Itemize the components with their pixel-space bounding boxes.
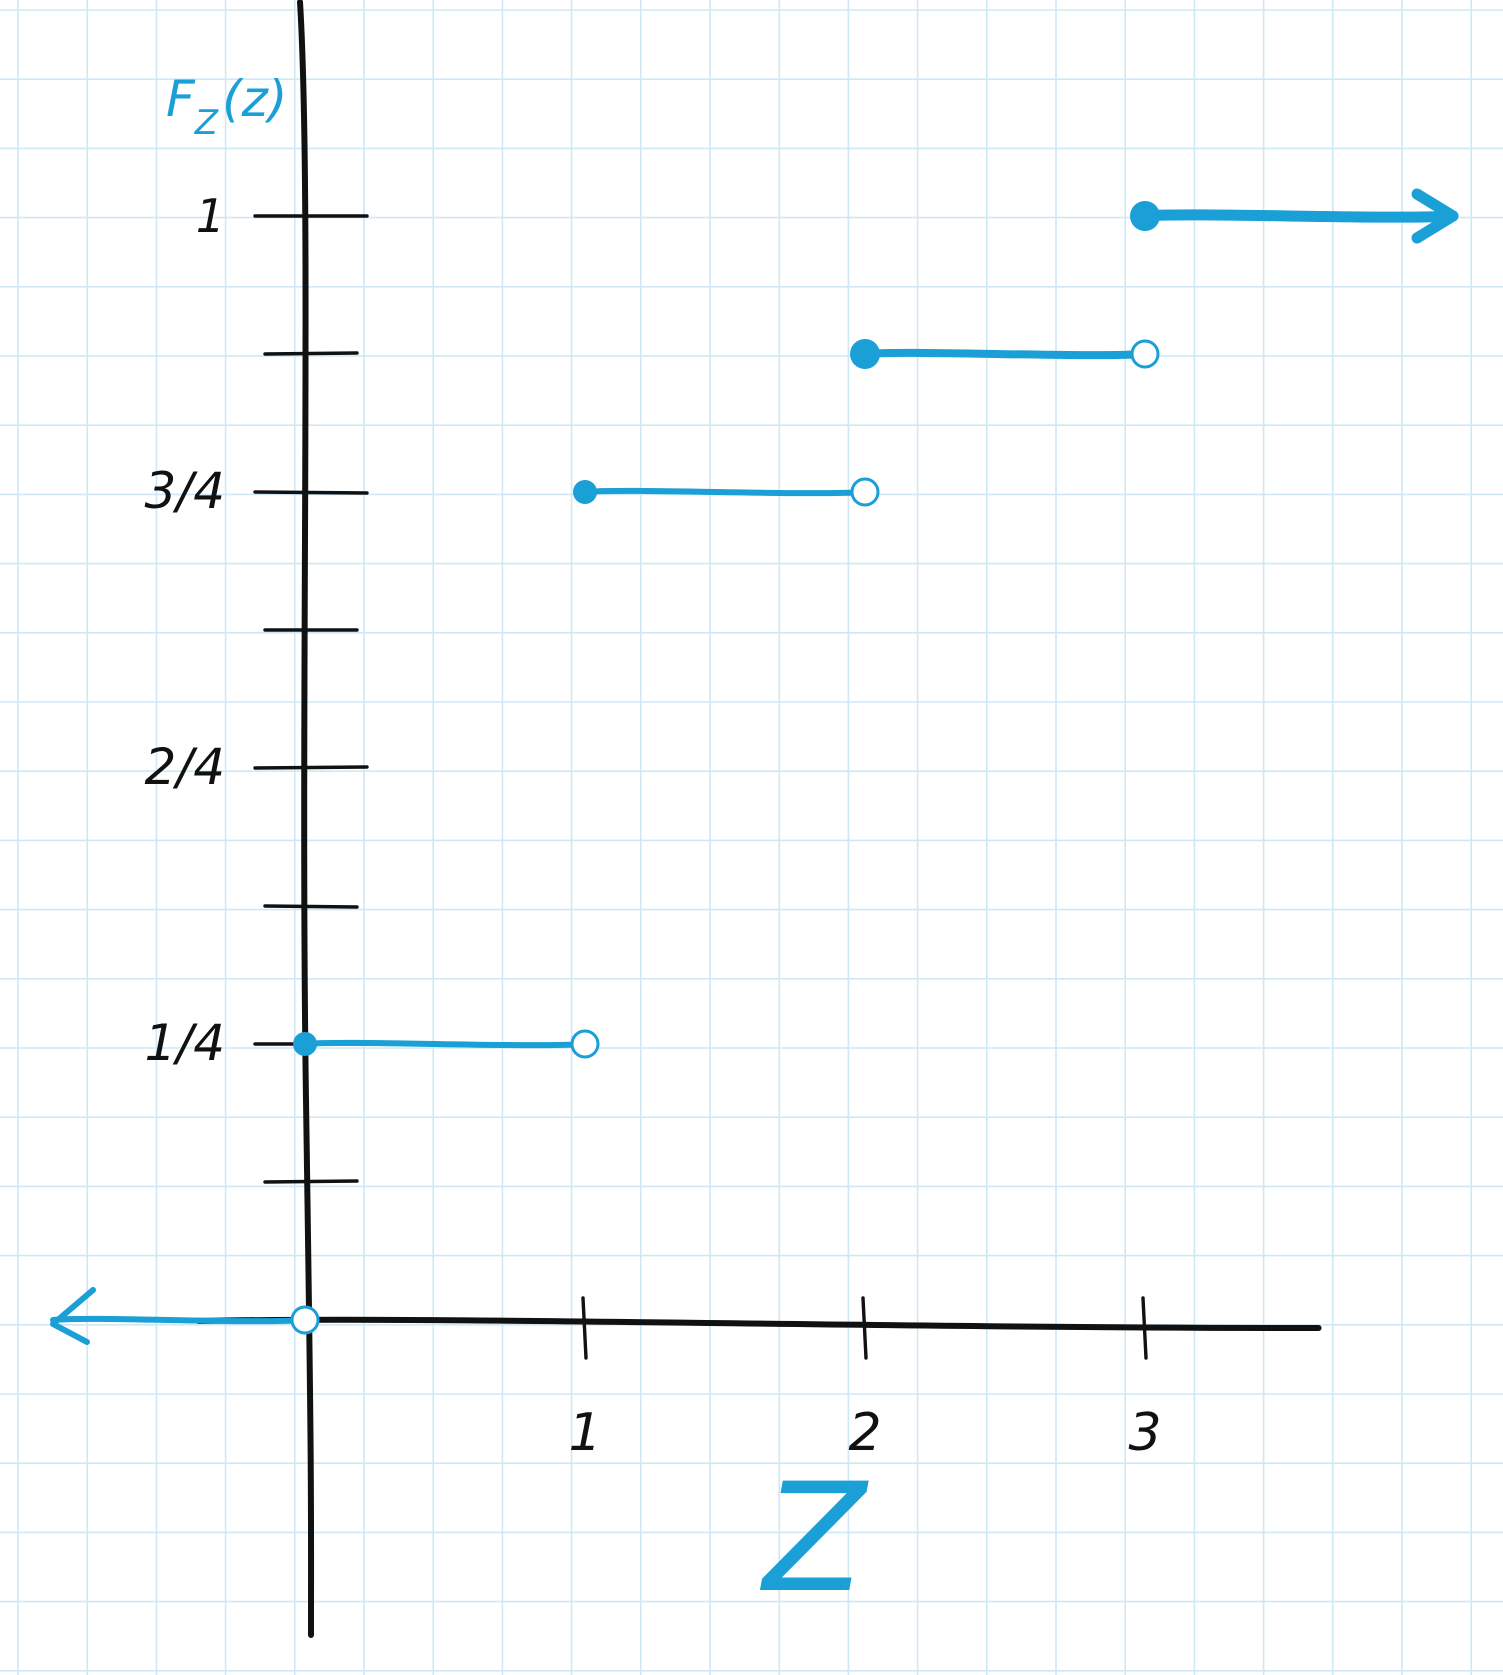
closed-endpoint [573,480,597,504]
y-tick [253,490,369,495]
y-tick [253,765,369,770]
open-endpoint [1130,339,1160,369]
axes [195,0,1322,1638]
x-tick [581,1296,588,1360]
right-arrowhead [1411,188,1459,244]
x-tick-label: 1 [568,1403,601,1463]
x-tick-label: 3 [1128,1403,1161,1463]
closed-endpoint [293,1032,317,1056]
step-segment [582,487,868,497]
x-tick-label: 2 [848,1403,881,1463]
step-segment [50,1315,308,1325]
cdf-series [50,188,1459,1345]
x-tick [861,1296,868,1360]
y-axis-line [297,0,315,1638]
y-tick-label: 2/4 [145,738,225,796]
y-tick-label: 1/4 [145,1014,225,1072]
open-endpoint [570,1029,600,1059]
y-tick-label: 3/4 [145,462,225,520]
step-segment [302,1039,588,1049]
closed-endpoint [1130,201,1160,231]
x-tick [1141,1296,1148,1360]
axis-labels: 1/4 2/4 3/4 1 1 2 3 Z FZ(z) [145,70,1162,1626]
open-endpoint [290,1305,320,1335]
y-tick-label: 1 [196,189,225,243]
y-tick [263,1179,359,1184]
axis-ticks [253,214,1148,1360]
left-arrowhead [50,1287,96,1345]
x-axis-line [195,1316,1322,1331]
y-tick [263,904,359,909]
closed-endpoint [850,339,880,369]
open-endpoint [850,477,880,507]
y-axis-title: FZ(z) [166,70,287,143]
step-segment [1139,209,1459,223]
y-tick [263,351,359,356]
x-axis-title: Z [759,1452,869,1626]
step-segment [861,348,1149,360]
